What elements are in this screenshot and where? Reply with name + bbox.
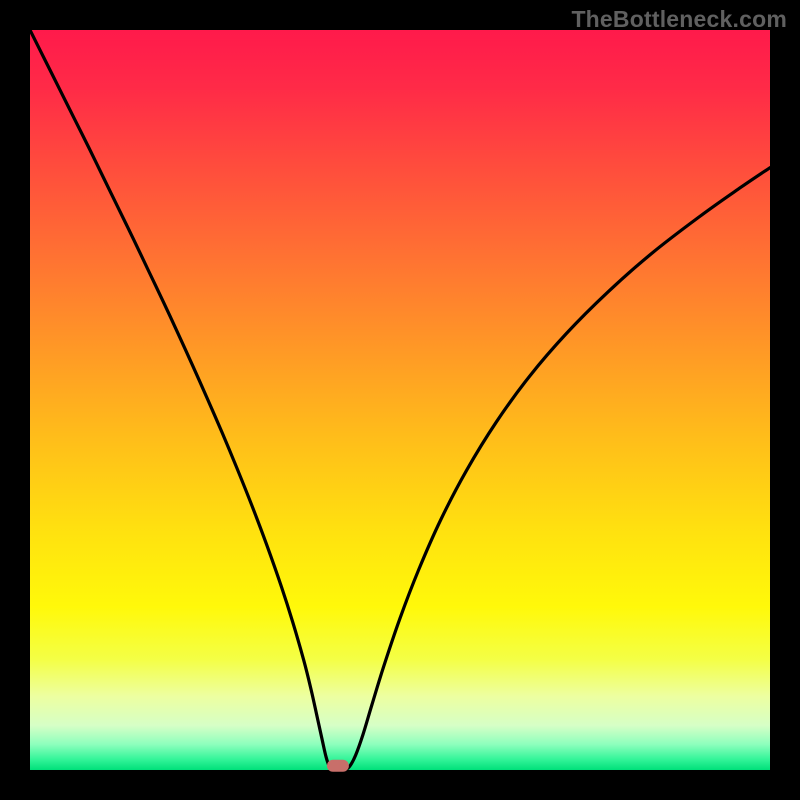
watermark-label: TheBottleneck.com	[571, 6, 787, 33]
minimum-marker	[327, 759, 349, 772]
chart-frame: TheBottleneck.com	[0, 0, 800, 800]
plot-area	[30, 30, 770, 770]
